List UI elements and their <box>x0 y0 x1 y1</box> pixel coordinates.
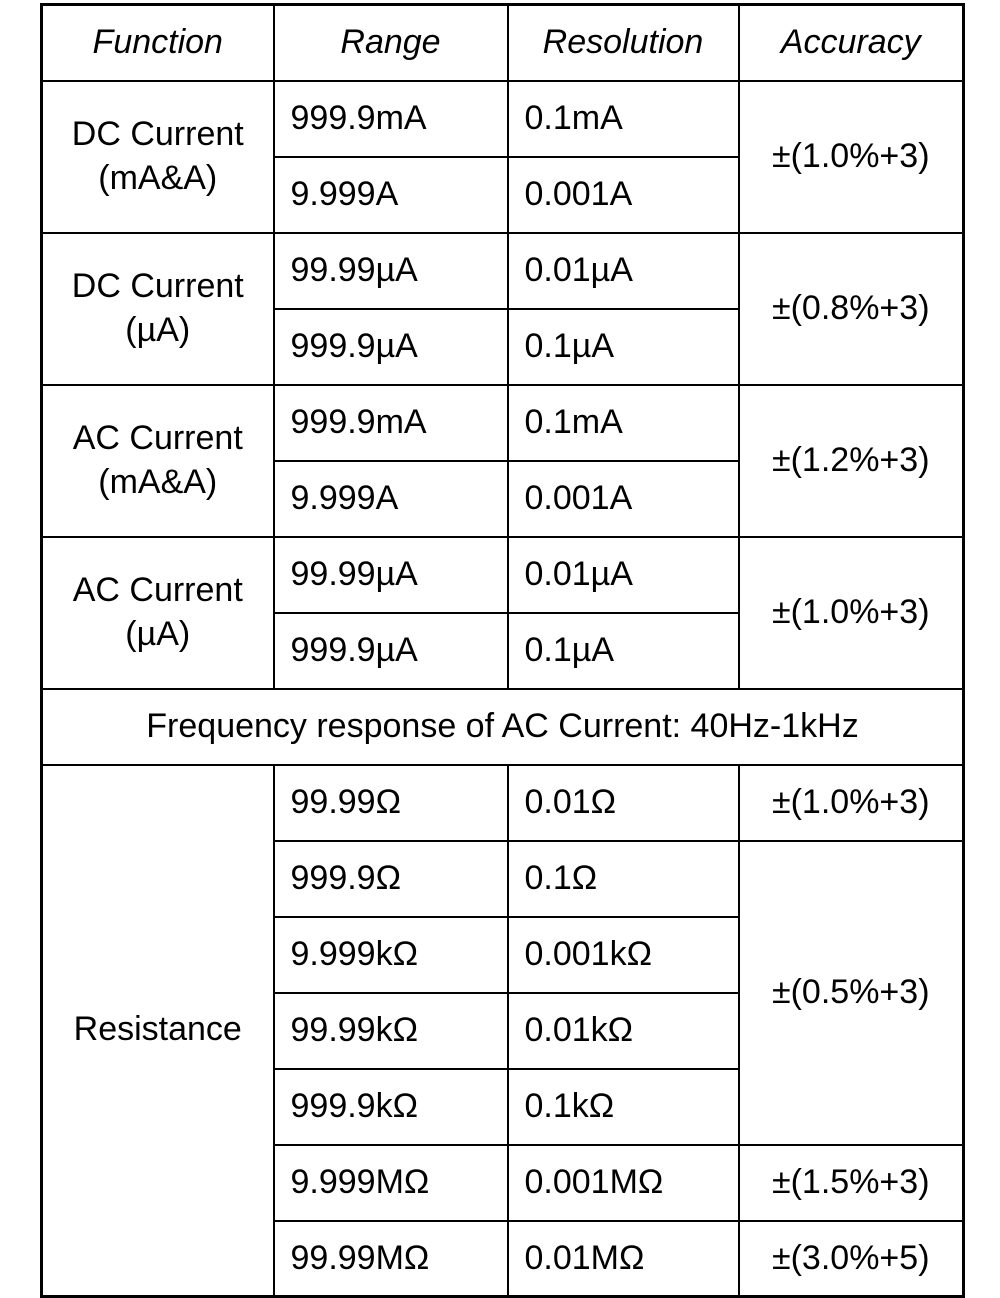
col-header-function: Function <box>40 3 275 82</box>
function-name: AC Current <box>72 418 243 457</box>
range-cell: 999.9mA <box>272 383 509 462</box>
function-sub: (µA) <box>125 310 191 349</box>
table-row: 9.999MΩ 0.001MΩ ±(1.5%+3) <box>42 1143 965 1222</box>
resolution-cell: 0.1µA <box>506 307 740 386</box>
accuracy-cell: ±(3.0%+5) <box>737 1219 965 1298</box>
function-cell-dc-current-ma: DC Current (mA&A) <box>40 79 275 234</box>
range-cell: 99.99µA <box>272 231 509 310</box>
table-row: 999.9kΩ 0.1kΩ <box>42 1067 964 1146</box>
function-cell-resistance: Resistance <box>40 763 275 1298</box>
range-cell: 99.99kΩ <box>272 991 509 1070</box>
resolution-cell: 0.1µA <box>506 611 740 690</box>
resolution-cell: 0.1kΩ <box>506 1067 740 1146</box>
resolution-cell: 0.001A <box>506 459 740 538</box>
table-row: AC Current (mA&A) 999.9mA 0.1mA ±(1.2%+3… <box>40 383 965 538</box>
table-row: 9.999A 0.001A <box>42 459 964 538</box>
accuracy-cell: ±(0.8%+3) <box>737 231 965 386</box>
accuracy-cell: ±(1.5%+3) <box>737 1143 965 1222</box>
function-sub: (µA) <box>125 614 191 653</box>
function-name: AC Current <box>72 570 243 609</box>
resolution-cell: 0.1Ω <box>506 839 740 918</box>
accuracy-cell: ±(0.5%+3) <box>737 839 965 1146</box>
function-cell-ac-current-ma: AC Current (mA&A) <box>40 383 275 538</box>
table-row: 99.99MΩ 0.01MΩ ±(3.0%+5) <box>42 1219 965 1298</box>
function-sub: (mA&A) <box>98 462 218 501</box>
table-row: 999.9µA 0.1µA <box>42 611 964 690</box>
range-cell: 9.999A <box>272 459 509 538</box>
table-row: AC Current (µA) 99.99µA 0.01µA ±(1.0%+3) <box>40 535 965 690</box>
resolution-cell: 0.001MΩ <box>506 1143 740 1222</box>
resolution-cell: 0.01kΩ <box>506 991 740 1070</box>
resolution-cell: 0.01µA <box>506 231 740 310</box>
resolution-cell: 0.01µA <box>506 535 740 614</box>
table-row: 9.999kΩ 0.001kΩ <box>42 915 964 994</box>
range-cell: 999.9kΩ <box>272 1067 509 1146</box>
table-row: DC Current (µA) 99.99µA 0.01µA ±(0.8%+3) <box>40 231 965 386</box>
col-header-range: Range <box>272 3 509 82</box>
range-cell: 999.9mA <box>272 79 509 158</box>
accuracy-cell: ±(1.0%+3) <box>737 535 965 690</box>
range-cell: 99.99Ω <box>272 763 509 842</box>
accuracy-cell: ±(1.2%+3) <box>737 383 965 538</box>
table-row: 999.9µA 0.1µA <box>42 307 964 386</box>
multimeter-spec-table: Function Range Resolution Accuracy DC Cu… <box>40 3 965 1298</box>
header-row: Function Range Resolution Accuracy <box>40 3 965 82</box>
table-row: DC Current (mA&A) 999.9mA 0.1mA ±(1.0%+3… <box>40 79 965 234</box>
resolution-cell: 0.001A <box>506 155 740 234</box>
table-row: 9.999A 0.001A <box>42 155 964 234</box>
frequency-note: Frequency response of AC Current: 40Hz-1… <box>40 687 965 766</box>
range-cell: 999.9µA <box>272 611 509 690</box>
resolution-cell: 0.1mA <box>506 79 740 158</box>
range-cell: 9.999kΩ <box>272 915 509 994</box>
resolution-cell: 0.01Ω <box>506 763 740 842</box>
note-row: Frequency response of AC Current: 40Hz-1… <box>40 687 965 766</box>
function-name: DC Current <box>71 266 244 305</box>
resolution-cell: 0.001kΩ <box>506 915 740 994</box>
function-cell-ac-current-ua: AC Current (µA) <box>40 535 275 690</box>
table-row: Resistance 99.99Ω 0.01Ω ±(1.0%+3) <box>40 763 965 1298</box>
resolution-cell: 0.1mA <box>506 383 740 462</box>
resolution-cell: 0.01MΩ <box>506 1219 740 1298</box>
function-name: DC Current <box>71 114 244 153</box>
function-sub: (mA&A) <box>98 158 218 197</box>
col-header-resolution: Resolution <box>506 3 740 82</box>
table-row: 999.9Ω 0.1Ω ±(0.5%+3) <box>42 839 965 1146</box>
accuracy-cell: ±(1.0%+3) <box>737 763 965 842</box>
range-cell: 9.999MΩ <box>272 1143 509 1222</box>
col-header-accuracy: Accuracy <box>737 3 965 82</box>
range-cell: 99.99µA <box>272 535 509 614</box>
range-cell: 99.99MΩ <box>272 1219 509 1298</box>
accuracy-cell: ±(1.0%+3) <box>737 79 965 234</box>
function-cell-dc-current-ua: DC Current (µA) <box>40 231 275 386</box>
range-cell: 999.9Ω <box>272 839 509 918</box>
range-cell: 9.999A <box>272 155 509 234</box>
table-row: 99.99kΩ 0.01kΩ <box>42 991 964 1070</box>
range-cell: 999.9µA <box>272 307 509 386</box>
